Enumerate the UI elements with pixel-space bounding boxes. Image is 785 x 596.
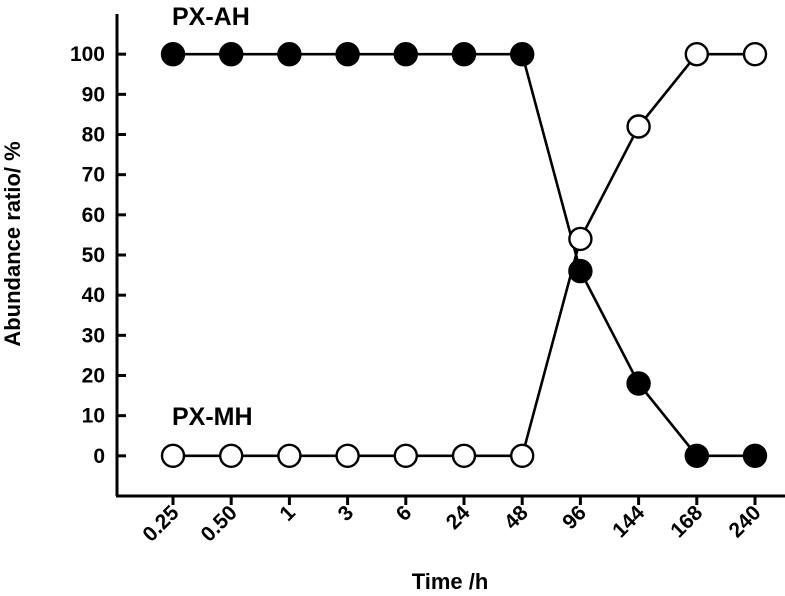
y-axis-ticks: 0 10 20 30 40 50 60 70 80 90 100 <box>70 43 126 468</box>
data-point-px-mh <box>335 443 360 468</box>
x-tick-label: 144 <box>608 501 649 542</box>
x-tick-label: 0.50 <box>197 501 242 546</box>
x-tick-label: 24 <box>442 501 475 534</box>
data-point-px-ah <box>218 42 244 67</box>
series-line-px-mh <box>173 52 755 458</box>
data-point-px-mh <box>218 443 244 468</box>
y-tick-label: 30 <box>82 324 105 347</box>
series-points <box>160 42 768 468</box>
data-point-px-ah <box>393 42 418 67</box>
data-point-px-mh <box>160 443 186 468</box>
data-point-px-ah <box>626 371 651 396</box>
data-point-px-ah <box>568 258 593 284</box>
data-point-px-mh <box>393 443 418 468</box>
data-point-px-ah <box>277 42 302 67</box>
y-tick-label: 50 <box>82 244 105 267</box>
x-tick-label: 1 <box>275 501 300 526</box>
x-tick-label: 96 <box>558 501 591 534</box>
y-axis-label: Abundance ratio/ % <box>0 141 25 346</box>
data-point-px-ah <box>742 443 768 468</box>
y-tick-label: 60 <box>82 204 105 227</box>
data-point-px-ah <box>451 42 477 67</box>
x-tick-label: 48 <box>500 501 533 534</box>
data-point-px-mh <box>510 443 535 468</box>
data-point-px-ah <box>684 443 709 468</box>
data-point-px-mh <box>626 114 651 139</box>
data-point-px-mh <box>568 226 593 252</box>
y-tick-label: 70 <box>82 164 105 187</box>
data-point-px-mh <box>742 42 768 67</box>
y-tick-label: 10 <box>82 405 105 428</box>
series-lines <box>173 52 755 458</box>
data-point-px-ah <box>335 42 360 67</box>
y-tick-label: 20 <box>82 365 105 388</box>
data-point-px-mh <box>277 443 302 468</box>
x-tick-label: 6 <box>392 501 417 526</box>
x-tick-label: 168 <box>666 501 707 542</box>
series-line-px-ah <box>173 52 755 458</box>
data-point-px-ah <box>510 42 535 67</box>
x-tick-label: 0.25 <box>138 501 183 546</box>
series-label-px-mh: PX-MH <box>172 403 253 431</box>
y-tick-label: 0 <box>93 445 105 468</box>
y-tick-label: 100 <box>70 43 105 66</box>
x-axis-ticks: 0.25 0.50 1 3 6 24 48 96 144 168 240 <box>138 496 766 546</box>
data-point-px-mh <box>684 42 709 67</box>
x-tick-label: 240 <box>724 501 765 542</box>
data-point-px-ah <box>160 42 186 67</box>
y-tick-label: 90 <box>82 83 105 106</box>
series-label-px-ah: PX-AH <box>172 3 250 31</box>
data-point-px-mh <box>451 443 477 468</box>
y-tick-label: 80 <box>82 124 105 147</box>
x-axis-label: Time /h <box>412 569 489 594</box>
y-tick-label: 40 <box>82 284 105 307</box>
x-tick-label: 3 <box>334 501 359 526</box>
